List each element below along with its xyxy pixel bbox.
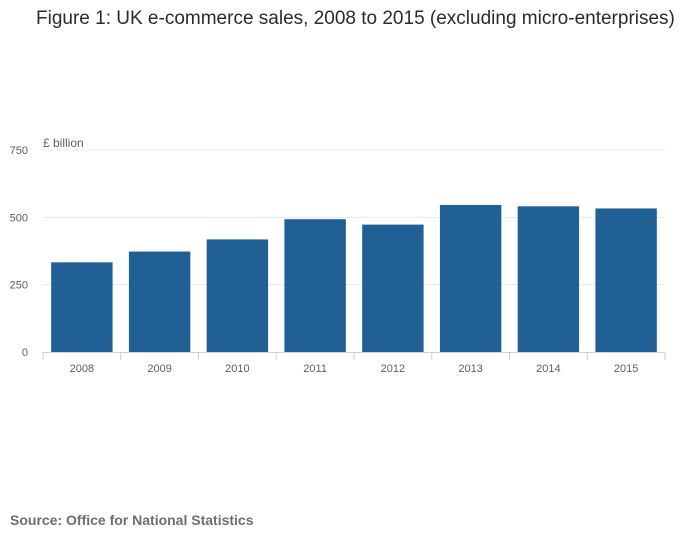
x-tick-label: 2011 — [303, 363, 327, 375]
bar-2013 — [439, 204, 502, 352]
x-tick-label: 2010 — [225, 363, 249, 375]
bar-2014 — [517, 206, 580, 352]
source-note: Source: Office for National Statistics — [10, 512, 254, 528]
chart-title: Figure 1: UK e-commerce sales, 2008 to 2… — [36, 8, 675, 29]
x-tick-label: 2012 — [381, 363, 405, 375]
bar-2015 — [595, 208, 657, 352]
bar-chart: 0 250 500 750 2008 2009 2010 2011 2012 2013 2014 20… — [10, 136, 666, 375]
tick-labels: 0 250 500 750 2008 2009 2010 2011 2012 2013 2014 20… — [10, 145, 639, 375]
y-tick-label: 0 — [22, 347, 28, 359]
bar-2010 — [206, 239, 269, 352]
y-tick-label: 750 — [10, 145, 28, 157]
x-tick-label: 2014 — [536, 363, 560, 375]
x-tick-label: 2009 — [147, 363, 171, 375]
y-tick-label: 500 — [10, 212, 28, 224]
x-axis — [42, 352, 666, 360]
x-tick-label: 2013 — [458, 363, 482, 375]
bars — [51, 204, 657, 352]
y-tick-label: 250 — [10, 280, 28, 292]
x-tick-label: 2008 — [70, 363, 94, 375]
bar-2012 — [362, 224, 424, 352]
bar-2008 — [51, 262, 113, 352]
bar-2009 — [128, 251, 191, 352]
bar-2011 — [284, 219, 346, 352]
x-tick-label: 2015 — [614, 363, 638, 375]
y-axis-unit-label: £ billion — [43, 136, 84, 150]
